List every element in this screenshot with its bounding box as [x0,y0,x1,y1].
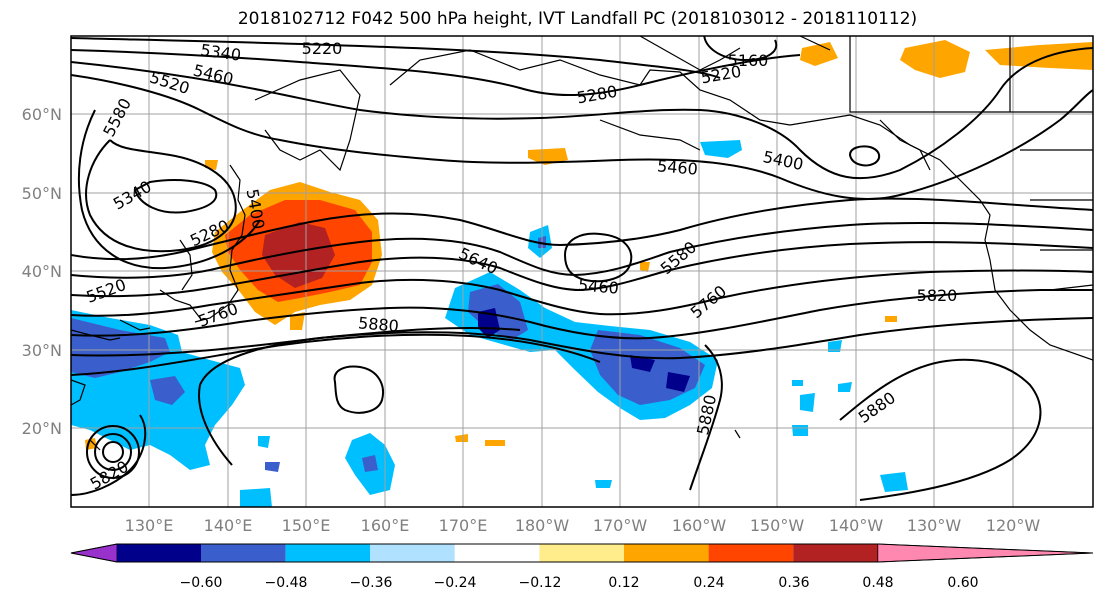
lat-label: 30°N [22,341,62,360]
lon-label: 130°E [125,516,174,535]
colorbar-ticks: −0.60 −0.48 −0.36 −0.24 −0.12 0.12 0.24 … [180,575,979,591]
lon-label: 140°E [204,516,253,535]
longitude-labels: 130°E 140°E 150°E 160°E 170°E 180°W 170°… [125,516,1041,535]
lon-label: 150°E [282,516,331,535]
colorbar-cell [708,544,794,562]
latitude-labels: 60°N 50°N 40°N 30°N 20°N [22,105,62,438]
colorbar-tick-label: −0.48 [265,575,308,591]
coastlines [71,36,1093,451]
colorbar-cell [201,544,286,562]
lat-label: 40°N [22,262,62,281]
contour-label: 5460 [656,156,698,178]
colorbar-tick-label: 0.36 [778,575,809,591]
lon-label: 180°W [515,516,570,535]
colorbar-cell [539,544,624,562]
lon-label: 120°W [986,516,1041,535]
colorbar-cell [285,544,371,562]
contour-label: 5160 [728,51,769,70]
colorbar-cell [793,544,878,562]
lon-label: 160°W [672,516,727,535]
lon-label: 140°W [829,516,884,535]
colorbar-cell [117,544,201,562]
lon-label: 160°E [361,516,410,535]
lon-label: 170°W [593,516,648,535]
height-contours [71,36,1093,501]
contour-label: 5220 [302,39,343,58]
lat-label: 60°N [22,105,62,124]
colorbar-tick-label: 0.24 [693,575,724,591]
lon-label: 130°W [907,516,962,535]
contour-label: 5820 [917,286,958,305]
colorbar-tick-label: 0.60 [947,575,978,591]
map-title: 2018102712 F042 500 hPa height, IVT Land… [237,9,918,29]
map-gridlines [71,36,1093,507]
lon-label: 170°E [439,516,488,535]
colorbar-tick-label: 0.12 [608,575,639,591]
colorbar-cells [70,543,1094,563]
colorbar-cell [454,544,540,562]
lat-label: 20°N [22,419,62,438]
colorbar-tick-label: −0.60 [180,575,223,591]
colorbar-cell [370,544,455,562]
lat-label: 50°N [22,184,62,203]
colorbar-tick-label: −0.36 [350,575,393,591]
colorbar-tick-label: −0.24 [434,575,477,591]
colorbar-extend-min [70,543,118,563]
map-frame [70,35,1094,508]
contour-labels: 5220 5160 5340 5460 5520 5580 5220 5280 … [84,39,958,494]
colorbar-cell [624,544,709,562]
contour-label: 5460 [577,275,619,297]
colorbar-extend-max [877,543,1094,563]
colorbar-tick-label: 0.48 [862,575,893,591]
colorbar-frame [70,543,1094,563]
lon-label: 150°W [750,516,805,535]
contour-label: 5880 [357,313,399,335]
colorbar: −0.60 −0.48 −0.36 −0.24 −0.12 0.12 0.24 … [70,543,1094,591]
colorbar-tick-label: −0.12 [519,575,562,591]
